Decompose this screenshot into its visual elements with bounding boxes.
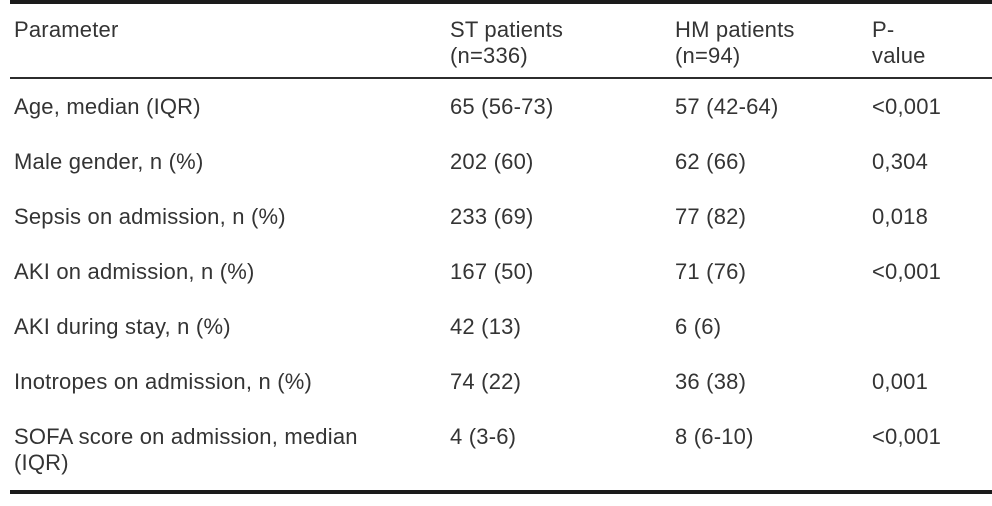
column-header-sublabel: value	[872, 43, 926, 68]
table-row-inotropes: Inotropes on admission, n (%) 74 (22) 36…	[10, 354, 992, 409]
column-header-label: HM patients	[675, 17, 795, 42]
parameter-label: Sepsis on admission, n (%)	[14, 204, 286, 229]
hm-value-cell: 8 (6-10)	[675, 424, 754, 449]
parameter-label: Male gender, n (%)	[14, 149, 204, 174]
column-header-sublabel: (n=94)	[675, 43, 741, 68]
table-row-age: Age, median (IQR) 65 (56-73) 57 (42-64) …	[10, 79, 992, 134]
parameter-label: AKI during stay, n (%)	[14, 314, 231, 339]
parameter-cell: AKI during stay, n (%)	[10, 314, 450, 340]
column-header-label: ST patients	[450, 17, 564, 42]
patients-comparison-table: Parameter ST patients (n=336) HM patient…	[10, 0, 992, 494]
p-value-cell: <0,001	[872, 424, 942, 449]
column-header-label: Parameter	[14, 17, 119, 42]
p-value-cell: 0,018	[872, 204, 929, 229]
parameter-label: Inotropes on admission, n (%)	[14, 369, 313, 394]
parameter-cell: Inotropes on admission, n (%)	[10, 369, 450, 395]
hm-value-cell: 36 (38)	[675, 369, 747, 394]
hm-value-cell: 62 (66)	[675, 149, 747, 174]
p-value-cell: 0,001	[872, 369, 929, 394]
hm-value-cell: 77 (82)	[675, 204, 747, 229]
column-header-hm-patients: HM patients (n=94)	[675, 17, 872, 69]
parameter-cell: AKI on admission, n (%)	[10, 259, 450, 285]
table-row-sepsis: Sepsis on admission, n (%) 233 (69) 77 (…	[10, 189, 992, 244]
parameter-cell: SOFA score on admission, median (IQR)	[10, 424, 450, 476]
column-header-st-patients: ST patients (n=336)	[450, 17, 675, 69]
st-value-cell: 42 (13)	[450, 314, 522, 339]
column-header-sublabel: (n=336)	[450, 43, 528, 68]
st-value-cell: 65 (56-73)	[450, 94, 554, 119]
p-value-cell: <0,001	[872, 259, 942, 284]
parameter-label-line2: (IQR)	[14, 450, 69, 475]
parameter-cell: Age, median (IQR)	[10, 94, 450, 120]
column-header-label: P-	[872, 17, 895, 42]
hm-value-cell: 71 (76)	[675, 259, 747, 284]
p-value-cell: <0,001	[872, 94, 942, 119]
parameter-label: SOFA score on admission, median	[14, 424, 358, 449]
p-value-cell: 0,304	[872, 149, 929, 174]
parameter-label: AKI on admission, n (%)	[14, 259, 255, 284]
parameter-cell: Sepsis on admission, n (%)	[10, 204, 450, 230]
table-row-aki-admission: AKI on admission, n (%) 167 (50) 71 (76)…	[10, 244, 992, 299]
st-value-cell: 233 (69)	[450, 204, 534, 229]
st-value-cell: 167 (50)	[450, 259, 534, 284]
column-header-p-value: P- value	[872, 17, 992, 69]
table-row-aki-during-stay: AKI during stay, n (%) 42 (13) 6 (6)	[10, 299, 992, 354]
hm-value-cell: 6 (6)	[675, 314, 722, 339]
parameter-cell: Male gender, n (%)	[10, 149, 450, 175]
p-value-cell	[872, 314, 992, 340]
table-row-sofa-score: SOFA score on admission, median (IQR) 4 …	[10, 409, 992, 490]
table-row-male-gender: Male gender, n (%) 202 (60) 62 (66) 0,30…	[10, 134, 992, 189]
st-value-cell: 4 (3-6)	[450, 424, 517, 449]
parameter-label: Age, median (IQR)	[14, 94, 201, 119]
hm-value-cell: 57 (42-64)	[675, 94, 779, 119]
st-value-cell: 74 (22)	[450, 369, 522, 394]
st-value-cell: 202 (60)	[450, 149, 534, 174]
table-header-row: Parameter ST patients (n=336) HM patient…	[10, 4, 992, 79]
column-header-parameter: Parameter	[10, 17, 450, 69]
